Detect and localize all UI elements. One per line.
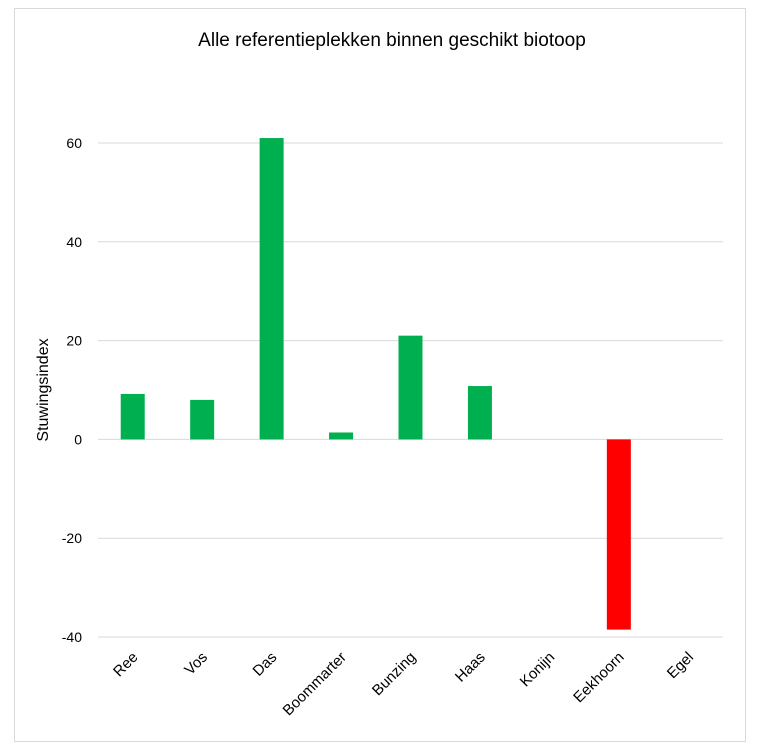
y-tick-label: -40: [62, 629, 82, 645]
y-axis-ticks: -40 -20 0 20 40 60: [62, 135, 82, 645]
x-tick-label: Ree: [110, 649, 141, 680]
y-axis-label: Stuwingsindex: [35, 338, 52, 441]
x-tick-label: Boommarter: [280, 649, 350, 719]
y-tick-label: 40: [66, 234, 82, 250]
x-tick-label: Konijn: [517, 649, 559, 691]
y-tick-label: 20: [66, 333, 82, 349]
bar-vos: [190, 399, 215, 440]
x-tick-label: Vos: [181, 649, 211, 679]
x-tick-label: Das: [250, 649, 281, 680]
bar-ree: [120, 393, 145, 440]
bars: [120, 138, 631, 630]
y-tick-label: 0: [74, 431, 82, 447]
chart-title: Alle referentieplekken binnen geschikt b…: [198, 30, 586, 51]
bar-eekhoorn: [606, 439, 631, 630]
x-axis-ticks: Ree Vos Das Boommarter Bunzing Haas Konijn Eekh…: [110, 649, 697, 719]
x-tick-label: Eekhoorn: [570, 649, 627, 706]
bar-das: [259, 138, 284, 440]
x-tick-label: Egel: [664, 649, 697, 682]
x-tick-label: Bunzing: [369, 649, 419, 699]
y-tick-label: 60: [66, 135, 82, 151]
x-tick-label: Haas: [452, 649, 489, 686]
bar-bunzing: [398, 335, 423, 440]
bar-haas: [467, 386, 492, 440]
bar-boommarter: [329, 432, 354, 440]
y-tick-label: -20: [62, 530, 82, 546]
